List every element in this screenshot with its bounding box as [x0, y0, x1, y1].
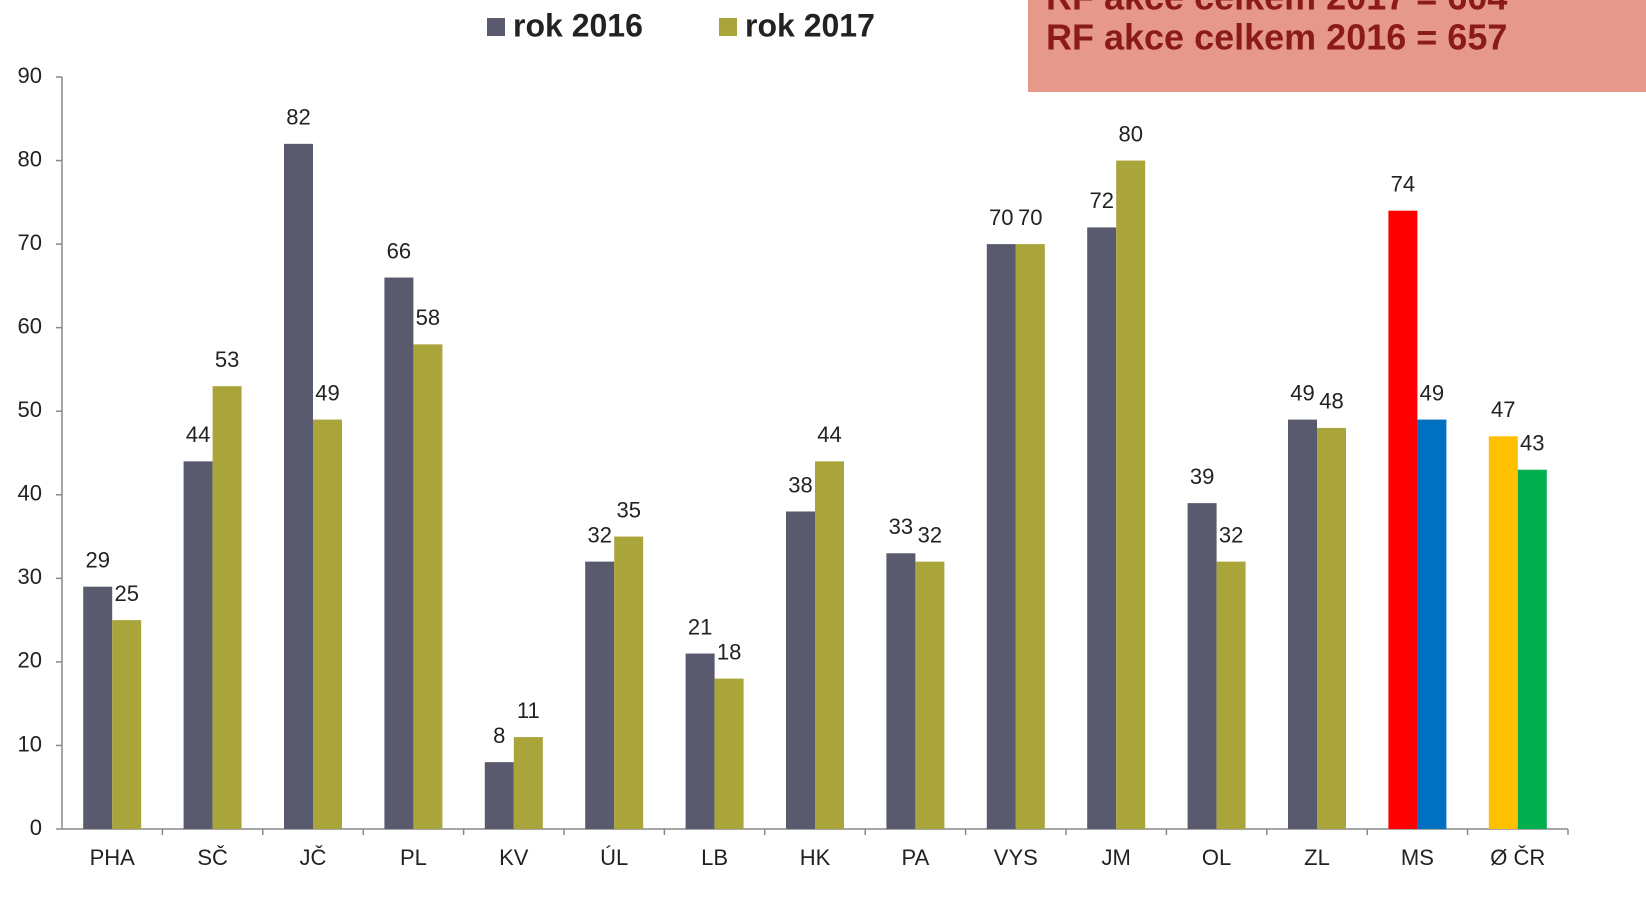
bar [1517, 469, 1547, 829]
y-tick-label: 20 [18, 648, 42, 673]
data-label: 44 [186, 422, 210, 447]
bar [1216, 561, 1246, 829]
data-label: 70 [1018, 205, 1042, 230]
annotation: RF akce celkem 2017 = 604 [1046, 0, 1507, 18]
x-tick-label: PA [902, 845, 930, 870]
bar [1087, 227, 1117, 829]
legend-label: rok 2016 [513, 7, 643, 43]
x-tick-label: LB [701, 845, 728, 870]
bar [112, 620, 142, 829]
data-label: 53 [215, 347, 239, 372]
bar [1317, 427, 1346, 829]
data-label: 74 [1391, 172, 1415, 197]
bar [1015, 244, 1045, 830]
data-label: 8 [493, 723, 505, 748]
x-tick-label: PL [400, 845, 427, 870]
data-label: 21 [688, 614, 712, 639]
data-label: 39 [1190, 464, 1214, 489]
x-tick-label: JM [1102, 845, 1131, 870]
bar [886, 553, 916, 829]
bar [714, 678, 744, 829]
bar [183, 461, 213, 829]
y-tick-label: 80 [18, 146, 42, 171]
data-label: 47 [1491, 397, 1515, 422]
x-tick-label: KV [499, 845, 529, 870]
x-tick-label: ÚL [600, 845, 628, 870]
x-tick-label: ZL [1304, 845, 1330, 870]
x-tick-label: JČ [300, 845, 327, 870]
y-tick-label: 70 [18, 230, 42, 255]
data-label: 70 [989, 205, 1013, 230]
y-tick-label: 40 [18, 481, 42, 506]
bar [384, 277, 414, 829]
data-label: 49 [1290, 380, 1314, 405]
y-tick-label: 90 [18, 63, 42, 88]
legend-label: rok 2017 [745, 7, 875, 43]
bar [685, 653, 715, 829]
bar [1288, 419, 1317, 829]
bar [284, 143, 313, 829]
bar [786, 511, 815, 829]
bar [915, 561, 945, 829]
data-label: 48 [1319, 389, 1343, 414]
bar [413, 344, 443, 829]
data-label: 80 [1118, 121, 1142, 146]
bar [513, 737, 543, 829]
data-label: 35 [616, 497, 640, 522]
data-label: 32 [918, 522, 942, 547]
data-label: 33 [889, 514, 913, 539]
x-tick-label: HK [800, 845, 831, 870]
annotation: RF akce celkem 2016 = 657 [1046, 17, 1507, 58]
x-tick-label: OL [1202, 845, 1231, 870]
y-tick-label: 10 [18, 731, 42, 756]
annotation-box [1028, 0, 1646, 92]
legend-swatch [487, 18, 505, 36]
data-label: 72 [1089, 188, 1113, 213]
y-tick-label: 50 [18, 397, 42, 422]
data-label: 38 [788, 472, 812, 497]
y-tick-label: 60 [18, 313, 42, 338]
x-tick-label: MS [1401, 845, 1434, 870]
bar [212, 386, 242, 829]
data-label: 44 [817, 422, 841, 447]
x-tick-label: PHA [90, 845, 136, 870]
data-label: 49 [315, 380, 339, 405]
data-label: 25 [114, 581, 138, 606]
data-label: 11 [517, 698, 540, 723]
bar [1187, 503, 1217, 829]
bar [815, 461, 844, 829]
data-label: 32 [587, 522, 611, 547]
data-label: 66 [387, 238, 411, 263]
bar [484, 762, 514, 829]
data-label: 29 [85, 548, 109, 573]
data-label: 82 [286, 105, 310, 130]
data-label: 32 [1219, 522, 1243, 547]
bar [585, 561, 615, 829]
bar [1116, 160, 1146, 830]
bar [1417, 419, 1447, 829]
x-tick-label: SČ [197, 845, 228, 870]
data-label: 49 [1420, 380, 1444, 405]
bar [986, 244, 1016, 830]
x-tick-label: Ø ČR [1490, 845, 1545, 870]
bar [313, 419, 342, 829]
data-label: 43 [1520, 431, 1544, 456]
x-tick-label: VYS [994, 845, 1038, 870]
bar [1388, 210, 1418, 829]
y-tick-label: 0 [30, 815, 42, 840]
bar [614, 536, 644, 829]
bar [1488, 436, 1518, 829]
bar [83, 586, 113, 829]
y-tick-label: 30 [18, 564, 42, 589]
data-label: 58 [416, 305, 440, 330]
legend-swatch [719, 18, 737, 36]
data-label: 18 [717, 639, 741, 664]
